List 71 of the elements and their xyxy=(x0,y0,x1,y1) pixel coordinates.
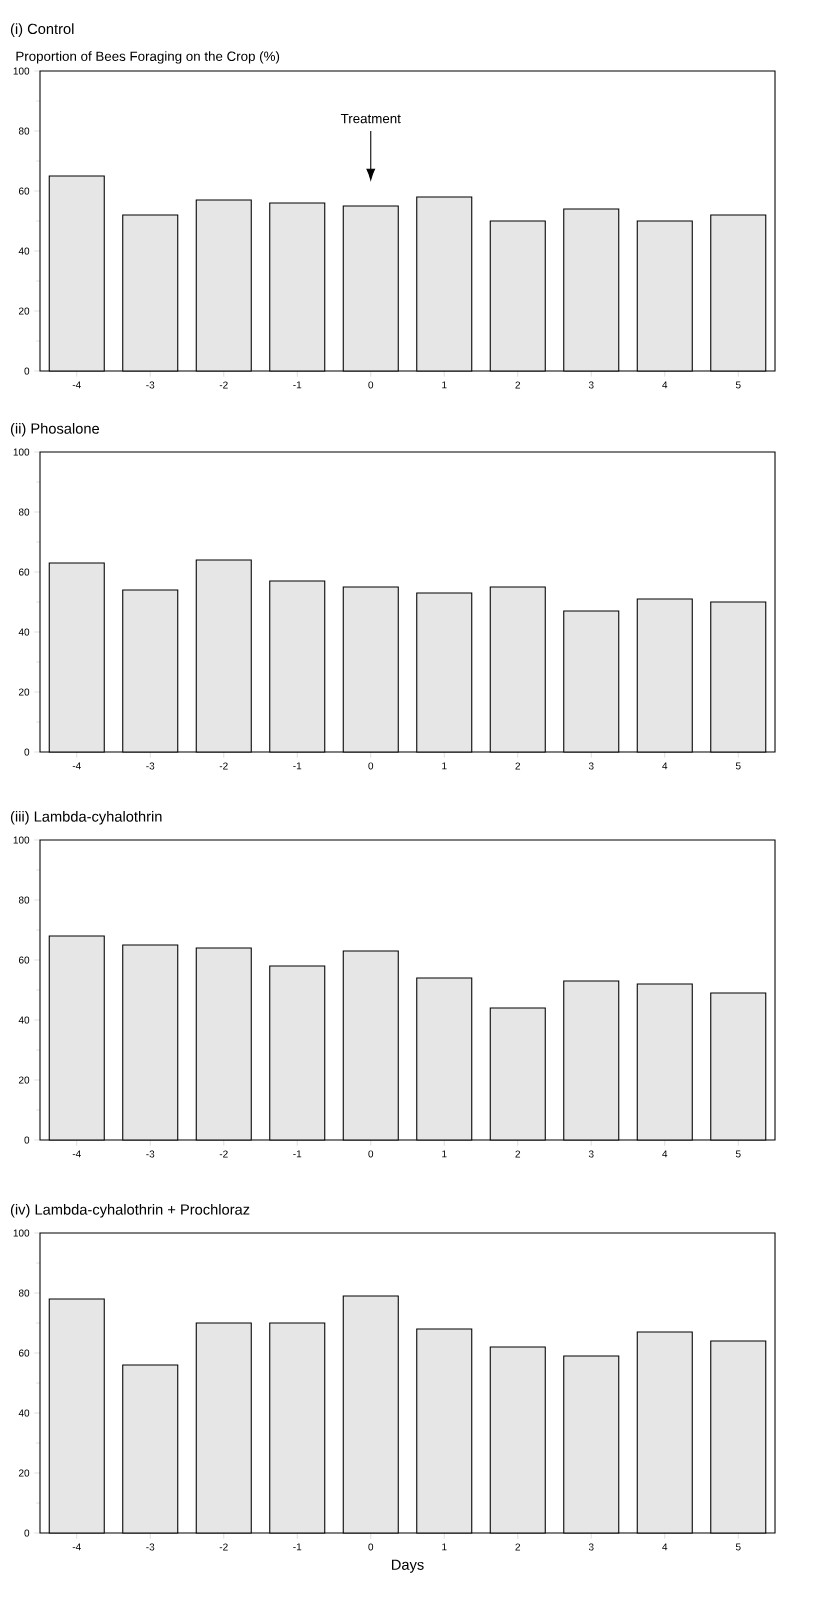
y-tick-label: 40 xyxy=(18,1016,30,1024)
chart-title: (ii) Phosalone xyxy=(10,422,100,437)
x-tick-label: 0 xyxy=(368,381,374,389)
x-tick-label: -3 xyxy=(146,762,155,770)
y-tick-label: 80 xyxy=(18,896,30,904)
x-tick-label: -3 xyxy=(146,1150,155,1158)
y-tick-label: 40 xyxy=(18,247,30,255)
y-axis-title: Proportion of Bees Foraging on the Crop (%) xyxy=(16,51,280,64)
x-tick-label: -2 xyxy=(219,1543,228,1551)
chart-title: (iv) Lambda-cyhalothrin + Prochloraz xyxy=(10,1203,250,1218)
x-tick-label: 5 xyxy=(735,1543,741,1551)
y-tick-label: 100 xyxy=(13,1229,30,1237)
y-tick-label: 40 xyxy=(18,628,30,636)
x-tick-label: -2 xyxy=(219,762,228,770)
x-tick-label: 0 xyxy=(368,762,374,770)
x-tick-label: 1 xyxy=(442,1150,447,1158)
y-tick-label: 20 xyxy=(18,1076,30,1084)
x-tick-label: 5 xyxy=(735,1150,741,1158)
x-axis-title: Days xyxy=(392,1559,424,1573)
y-tick-label: 80 xyxy=(18,1289,30,1297)
chart-title: (i) Control xyxy=(10,23,74,37)
x-tick-label: -4 xyxy=(72,381,81,389)
chart-title: (iii) Lambda-cyhalothrin xyxy=(10,810,162,825)
y-tick-label: 60 xyxy=(18,568,30,576)
x-tick-label: 5 xyxy=(735,762,741,770)
x-tick-label: 3 xyxy=(588,1150,594,1158)
x-tick-label: 2 xyxy=(515,1543,521,1551)
y-tick-label: 60 xyxy=(18,956,30,964)
x-tick-label: 2 xyxy=(515,381,521,389)
y-tick-label: 40 xyxy=(18,1409,30,1417)
x-tick-label: -1 xyxy=(293,1543,302,1551)
y-tick-label: 0 xyxy=(24,367,30,375)
x-tick-label: 1 xyxy=(442,762,447,770)
x-tick-label: 4 xyxy=(662,1543,668,1551)
x-tick-label: 5 xyxy=(735,381,741,389)
x-tick-label: -4 xyxy=(72,1150,81,1158)
x-tick-label: 2 xyxy=(515,1150,521,1158)
x-tick-label: 3 xyxy=(588,1543,594,1551)
x-tick-label: -1 xyxy=(293,762,302,770)
x-tick-label: -1 xyxy=(293,381,302,389)
y-tick-label: 100 xyxy=(13,448,30,456)
x-tick-label: 0 xyxy=(368,1150,374,1158)
x-tick-label: 3 xyxy=(588,381,594,389)
annotation: Treatment xyxy=(340,113,401,124)
y-tick-label: 100 xyxy=(13,836,30,844)
x-tick-label: 0 xyxy=(368,1543,374,1551)
y-tick-label: 80 xyxy=(18,127,30,135)
x-tick-label: 2 xyxy=(515,762,521,770)
y-tick-label: 60 xyxy=(18,1349,30,1357)
x-tick-label: -1 xyxy=(293,1150,302,1158)
y-tick-label: 60 xyxy=(18,187,30,195)
x-tick-label: 4 xyxy=(662,381,668,389)
y-tick-label: 0 xyxy=(24,1136,30,1144)
y-tick-label: 100 xyxy=(13,67,30,75)
x-tick-label: 1 xyxy=(442,381,447,389)
x-tick-label: -3 xyxy=(146,381,155,389)
y-tick-label: 0 xyxy=(24,1529,30,1537)
x-tick-label: -2 xyxy=(219,1150,228,1158)
x-tick-label: 1 xyxy=(442,1543,447,1551)
y-tick-label: 80 xyxy=(18,508,30,516)
y-tick-label: 20 xyxy=(18,688,30,696)
y-tick-label: 20 xyxy=(18,1469,30,1477)
y-tick-label: 20 xyxy=(18,307,30,315)
x-tick-label: 4 xyxy=(662,762,668,770)
y-tick-label: 0 xyxy=(24,748,30,756)
x-tick-label: -3 xyxy=(146,1543,155,1551)
x-tick-label: -4 xyxy=(72,1543,81,1551)
x-tick-label: 4 xyxy=(662,1150,668,1158)
x-tick-label: -4 xyxy=(72,762,81,770)
x-tick-label: 3 xyxy=(588,762,594,770)
x-tick-label: -2 xyxy=(219,381,228,389)
